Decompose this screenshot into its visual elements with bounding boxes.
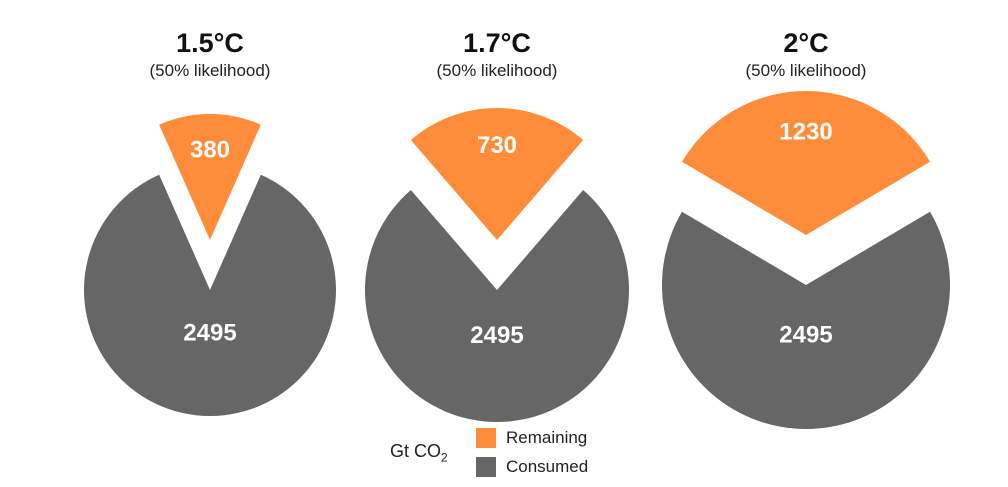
data-label-remaining: 1230 xyxy=(779,118,832,145)
pie-slice-remaining xyxy=(410,108,584,240)
legend-unit-subscript: 2 xyxy=(441,450,448,465)
pie-slice-consumed xyxy=(365,189,629,423)
data-label-consumed: 2495 xyxy=(183,319,236,346)
chart-subtitle: (50% likelihood) xyxy=(150,61,271,80)
chart-title: 1.7°C xyxy=(463,28,531,58)
data-label-remaining: 730 xyxy=(477,132,517,159)
data-label-remaining: 380 xyxy=(190,136,230,163)
chart-subtitle: (50% likelihood) xyxy=(437,61,558,80)
legend-unit-text: Gt CO xyxy=(390,441,442,461)
legend-unit: Gt CO2 xyxy=(390,441,448,465)
chart-title: 2°C xyxy=(783,28,828,58)
pie-slice-consumed xyxy=(84,174,337,417)
chart-subtitle: (50% likelihood) xyxy=(746,61,867,80)
legend: Gt CO2 Remaining Consumed xyxy=(390,424,630,484)
legend-label-consumed: Consumed xyxy=(506,457,589,476)
legend-label-remaining: Remaining xyxy=(506,428,588,447)
pie-slice-remaining xyxy=(682,91,930,235)
data-label-consumed: 2495 xyxy=(779,322,832,349)
data-label-consumed: 2495 xyxy=(470,322,523,349)
legend-swatch-remaining xyxy=(476,428,496,448)
chart-title: 1.5°C xyxy=(176,28,244,58)
legend-swatch-consumed xyxy=(476,457,496,477)
pie-slice-remaining xyxy=(159,114,261,240)
pie-slice-consumed xyxy=(661,211,951,430)
